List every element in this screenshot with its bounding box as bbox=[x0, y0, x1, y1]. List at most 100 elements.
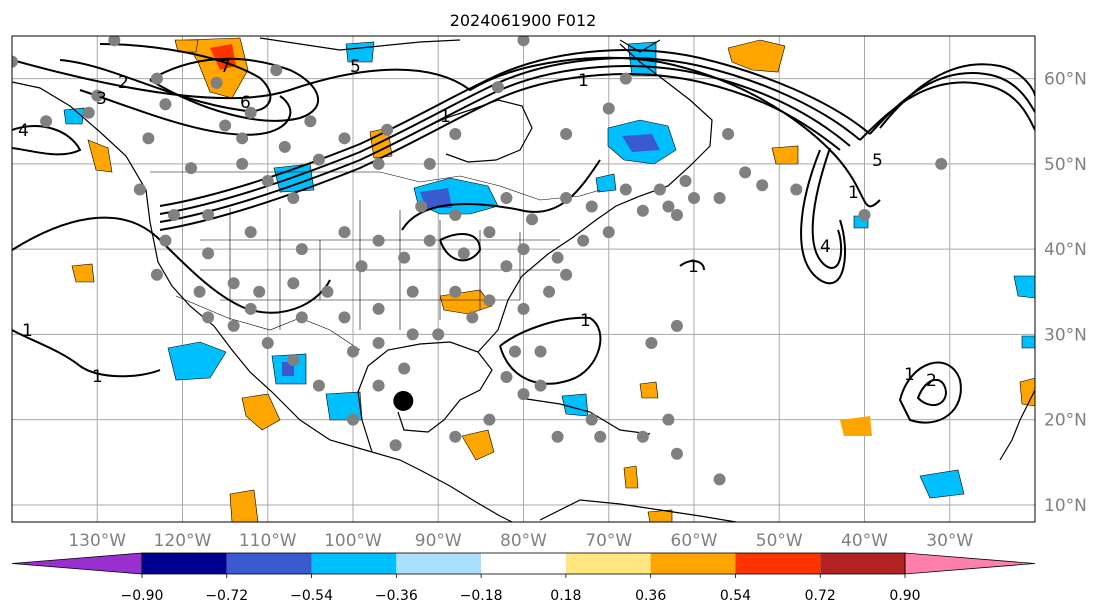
station-dot bbox=[415, 200, 428, 213]
station-dot bbox=[236, 157, 249, 170]
latitude-label: 40°N bbox=[1044, 240, 1087, 260]
longitude-label: 30°W bbox=[926, 531, 973, 551]
station-dot bbox=[500, 192, 513, 204]
station-dot bbox=[560, 268, 573, 281]
positive-anomaly bbox=[229, 489, 259, 522]
station-dot bbox=[551, 430, 564, 443]
africa-coast bbox=[999, 389, 1035, 461]
station-dot bbox=[619, 183, 632, 196]
station-dot bbox=[670, 319, 683, 332]
station-dot bbox=[270, 64, 283, 77]
contour-yukon bbox=[149, 57, 320, 122]
positive-anomaly bbox=[71, 263, 95, 283]
station-dot bbox=[355, 260, 368, 273]
contour-label: 6 bbox=[240, 93, 251, 113]
station-dot bbox=[585, 200, 598, 213]
station-dot bbox=[244, 302, 257, 315]
south-america-coast bbox=[539, 499, 737, 522]
colorbar-tick-label: 0.54 bbox=[720, 588, 751, 604]
latitude-label: 30°N bbox=[1044, 325, 1087, 345]
colorbar-tick-label: 0.36 bbox=[635, 588, 666, 604]
station-dot bbox=[713, 192, 726, 204]
contour-label: 1 bbox=[904, 365, 915, 385]
station-dot bbox=[347, 345, 359, 358]
colorbar-tick-labels: −0.90 −0.72 −0.54 −0.36 −0.18 0.18 0.36 0.54 0.7… bbox=[121, 574, 921, 604]
station-dot bbox=[457, 247, 470, 260]
contour-ridge bbox=[859, 81, 1035, 141]
positive-anomaly bbox=[639, 381, 659, 399]
positive-anomaly bbox=[771, 145, 799, 165]
contour-pac bbox=[12, 329, 161, 378]
colorbar-tick-label: 0.18 bbox=[550, 588, 581, 604]
station-dot bbox=[688, 192, 700, 204]
station-dot bbox=[381, 123, 394, 136]
station-dot bbox=[653, 183, 666, 196]
station-dot bbox=[935, 157, 948, 170]
station-dot bbox=[619, 72, 632, 85]
station-dot bbox=[713, 473, 726, 486]
contour-trough-2 bbox=[811, 147, 843, 269]
longitude-label: 80°W bbox=[500, 531, 547, 551]
station-dot bbox=[500, 371, 513, 384]
longitude-label: 40°W bbox=[841, 531, 888, 551]
contour-east-central bbox=[401, 159, 601, 231]
station-dot bbox=[91, 89, 104, 102]
contour-mid-atl bbox=[679, 260, 705, 271]
colorbar-extend-high bbox=[904, 552, 1036, 575]
positive-anomaly bbox=[840, 416, 872, 436]
contour-label: 1 bbox=[848, 183, 859, 203]
contour-label: 1 bbox=[92, 367, 103, 387]
station-dot bbox=[466, 311, 479, 324]
contour-label: 1 bbox=[440, 107, 451, 127]
figure-title: 2024061900 F012 bbox=[450, 11, 597, 30]
station-dot bbox=[517, 388, 530, 401]
station-dot bbox=[389, 439, 402, 452]
longitude-label: 60°W bbox=[671, 531, 718, 551]
station-dot bbox=[150, 268, 163, 281]
station-dot bbox=[210, 76, 223, 89]
station-dot bbox=[338, 132, 351, 145]
contour-label: 4 bbox=[820, 237, 831, 257]
station-dot bbox=[261, 174, 274, 187]
contour-label: 1 bbox=[580, 311, 591, 331]
station-dot bbox=[756, 179, 769, 192]
station-dot bbox=[185, 162, 198, 175]
station-dot bbox=[483, 294, 496, 307]
contour-label: 1 bbox=[578, 71, 589, 91]
station-dot bbox=[560, 128, 573, 141]
station-dot bbox=[227, 319, 240, 332]
contour-label: 1 bbox=[22, 321, 33, 341]
station-dot bbox=[244, 226, 257, 239]
contour-label: 2 bbox=[118, 73, 129, 93]
colorbar-segment bbox=[565, 553, 651, 574]
station-dot bbox=[636, 204, 649, 217]
latitude-labels: 60°N 50°N 40°N 30°N 20°N 10°N bbox=[1044, 70, 1087, 516]
station-dot bbox=[662, 413, 675, 426]
colorbar-tick-label: −0.72 bbox=[205, 588, 248, 604]
station-dot bbox=[236, 132, 249, 145]
longitude-label: 90°W bbox=[415, 531, 462, 551]
station-dot bbox=[398, 251, 411, 264]
station-dot bbox=[636, 430, 649, 443]
contour-low-lat-inner bbox=[916, 379, 948, 407]
station-dot bbox=[432, 328, 445, 341]
station-dot bbox=[662, 200, 675, 213]
station-dot bbox=[483, 226, 496, 239]
contour-low-lat bbox=[898, 361, 962, 424]
contour-jet-2 bbox=[159, 73, 841, 231]
colorbar-segment bbox=[311, 553, 397, 574]
contour-closed-1 bbox=[439, 233, 482, 262]
atlantic-coast bbox=[477, 43, 713, 353]
station-dot bbox=[679, 174, 692, 187]
contour-gom bbox=[499, 316, 602, 385]
colorbar-segment bbox=[396, 553, 482, 574]
negative-anomaly bbox=[167, 341, 227, 381]
station-dot bbox=[159, 98, 172, 111]
contour-trough bbox=[800, 149, 846, 285]
station-dot bbox=[372, 157, 385, 170]
negative-anomaly bbox=[1013, 275, 1035, 299]
station-dot bbox=[585, 413, 598, 426]
station-dot bbox=[227, 277, 240, 290]
hudson-bay bbox=[419, 99, 533, 163]
station-dot bbox=[372, 336, 385, 349]
